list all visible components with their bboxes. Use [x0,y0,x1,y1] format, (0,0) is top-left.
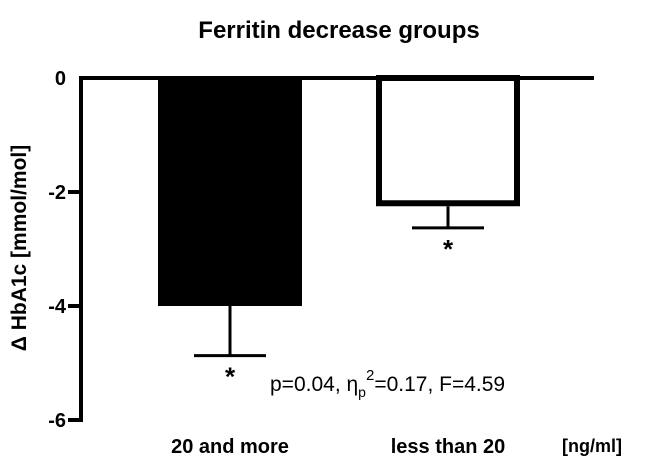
y-tick-label: 0 [55,68,66,90]
y-tick-label: -4 [48,296,67,318]
category-label: 20 and more [171,436,289,458]
significance-mark: * [443,234,454,264]
y-tick-label: -6 [48,410,66,432]
eta-value-text: =0.17, F=4.59 [374,373,505,396]
bars: ** [158,75,520,392]
stats-annotation: p=0.04, ηp2=0.17, F=4.59 [270,367,505,400]
category-label: less than 20 [391,436,506,458]
bar [376,75,520,207]
eta-symbol: η [346,373,358,396]
bar [158,78,302,306]
x-unit-label: [ng/ml] [562,436,622,456]
chart-title: Ferritin decrease groups [198,17,479,44]
eta-superscript: 2 [366,367,374,384]
significance-mark: * [225,362,236,392]
category-labels: 20 and more less than 20 [171,436,505,458]
eta-subscript: p [358,384,366,400]
p-value-text: p=0.04, [270,373,346,396]
y-axis-label: Δ HbA1c [mmol/mol] [8,145,31,351]
y-tick-label: -2 [48,182,66,204]
y-ticks: 0 -2 -4 -6 [48,68,81,432]
